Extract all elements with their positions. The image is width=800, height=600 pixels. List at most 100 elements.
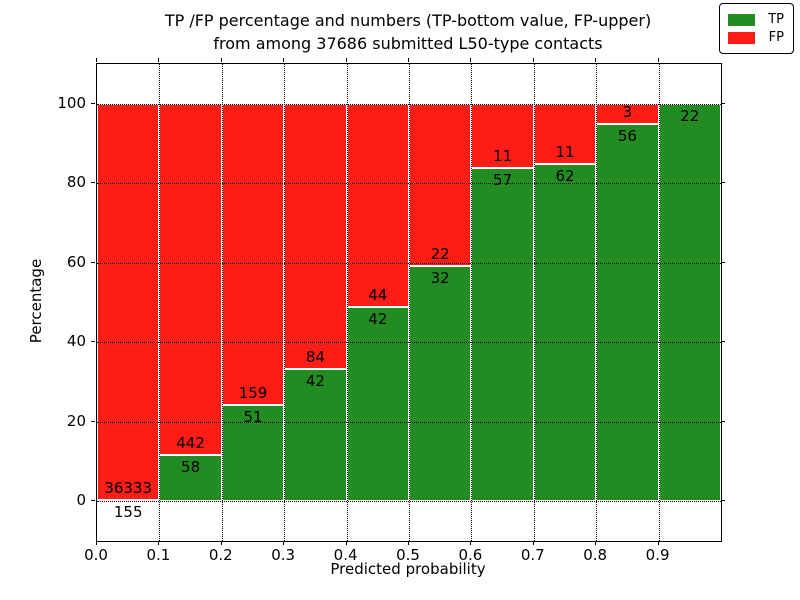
x-tick-mark-top <box>158 58 160 62</box>
plot-area: 36333 155 442 58 159 51 84 42 44 42 22 32 11 57 11 62 3 5… <box>96 63 722 542</box>
x-tick-mark-top <box>595 58 597 62</box>
y-tick-mark <box>91 500 95 502</box>
y-tick-label: 20 <box>66 411 86 430</box>
x-tick-mark <box>96 541 97 545</box>
y-tick-mark <box>91 102 95 104</box>
y-tick-label: 0 <box>76 491 86 510</box>
bar-segment-tp <box>284 368 347 502</box>
legend-entry-tp: TP <box>728 12 784 27</box>
x-tick-mark-top <box>470 58 472 62</box>
fp-count-label: 11 <box>493 147 513 166</box>
fp-count-label: 3 <box>622 102 633 121</box>
fp-count-label: 442 <box>176 434 205 453</box>
tp-count-label: 51 <box>243 407 263 426</box>
tp-color-swatch <box>728 13 755 26</box>
gridline-vertical <box>409 64 410 541</box>
x-tick-label: 0.4 <box>333 546 358 564</box>
legend-label-fp: FP <box>768 30 784 45</box>
x-tick-label: 0.2 <box>208 546 233 564</box>
bar-segment-tp <box>658 103 721 502</box>
y-tick-mark-right <box>721 182 725 184</box>
x-tick-mark <box>408 541 409 545</box>
tp-count-label: 32 <box>430 268 450 287</box>
bar-segment-fp <box>97 103 160 500</box>
chart-title-line2: from among 37686 submitted L50-type cont… <box>213 34 603 53</box>
tp-count-label: 42 <box>368 310 388 329</box>
x-tick-label: 0.5 <box>396 546 420 564</box>
bar-segment-fp <box>221 103 285 405</box>
bar-segment-tp <box>159 455 222 502</box>
y-tick-label: 100 <box>57 93 86 112</box>
x-tick-mark <box>657 541 659 545</box>
x-tick-mark <box>595 541 597 545</box>
y-tick-label: 60 <box>66 252 86 271</box>
legend-entry-fp: FP <box>728 30 784 45</box>
x-tick-mark-top <box>283 58 285 62</box>
y-tick-mark <box>91 420 95 422</box>
x-tick-mark-top <box>345 58 347 62</box>
fp-count-label: 44 <box>368 286 388 305</box>
bar-segment-fp <box>471 103 534 169</box>
x-tick-mark <box>283 541 285 545</box>
tp-count-label: 56 <box>617 126 637 145</box>
y-tick-mark-right <box>721 102 725 104</box>
tp-count-label: 62 <box>555 166 575 185</box>
gridline-vertical <box>596 64 598 541</box>
x-tick-mark-top <box>96 58 97 62</box>
x-tick-label: 0.3 <box>271 546 296 564</box>
y-tick-label: 80 <box>66 173 86 192</box>
bar-segment-tp <box>221 404 285 502</box>
x-tick-mark <box>470 541 472 545</box>
x-tick-mark-top <box>220 58 222 62</box>
x-tick-mark <box>532 541 534 545</box>
tp-count-label: 42 <box>305 371 325 390</box>
bar-segment-fp <box>409 103 472 266</box>
y-tick-mark-right <box>721 261 725 263</box>
bar-segment-tp <box>97 499 160 502</box>
tp-count-label: 57 <box>493 171 513 190</box>
gridline-vertical <box>159 64 161 541</box>
gridline-vertical <box>471 64 473 541</box>
fp-count-label: 11 <box>555 142 575 161</box>
x-tick-mark-top <box>408 58 409 62</box>
x-tick-mark <box>220 541 222 545</box>
bar-segment-fp <box>159 103 222 456</box>
y-tick-mark <box>91 182 95 184</box>
y-tick-mark-right <box>721 341 725 343</box>
x-tick-label: 0.8 <box>583 546 608 564</box>
gridline-vertical <box>346 64 348 541</box>
y-tick-mark <box>91 341 95 343</box>
legend: TP FP <box>719 3 794 54</box>
x-tick-mark-top <box>657 58 659 62</box>
x-tick-label: 0.0 <box>84 546 108 564</box>
gridline-vertical <box>284 64 286 541</box>
bar-segment-tp <box>533 163 597 502</box>
tp-count-label: 155 <box>113 502 143 521</box>
gridline-vertical <box>221 64 223 541</box>
y-tick-label: 40 <box>66 332 86 351</box>
bar-segment-tp <box>409 265 472 502</box>
gridline-vertical <box>533 64 535 541</box>
bar-segment-tp <box>471 168 534 502</box>
tp-count-label: 22 <box>680 106 700 125</box>
y-tick-mark <box>91 261 95 263</box>
x-tick-label: 0.1 <box>146 546 171 564</box>
y-tick-mark-right <box>721 420 725 422</box>
tp-count-label: 58 <box>181 458 201 477</box>
x-tick-label: 0.9 <box>645 546 670 564</box>
x-tick-mark-top <box>532 58 534 62</box>
x-axis-label: Predicted probability <box>330 560 486 578</box>
gridline-vertical <box>658 64 660 541</box>
y-tick-mark-right <box>721 500 725 502</box>
bar-segment-fp <box>346 103 409 308</box>
y-axis-label: Percentage <box>27 258 45 344</box>
fp-count-label: 36333 <box>104 478 153 497</box>
x-tick-mark <box>158 541 160 545</box>
bar-segment-fp <box>284 103 347 369</box>
legend-label-tp: TP <box>768 12 784 27</box>
bar-segment-tp <box>346 307 409 502</box>
x-tick-mark <box>345 541 347 545</box>
fp-count-label: 22 <box>430 244 450 263</box>
x-tick-label: 0.7 <box>520 546 545 564</box>
